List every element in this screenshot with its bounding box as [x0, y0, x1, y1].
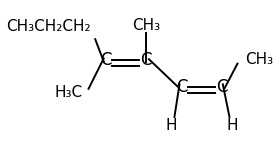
Text: H: H: [165, 118, 177, 133]
Text: CH₃: CH₃: [245, 52, 273, 67]
Text: H₃C: H₃C: [55, 85, 83, 100]
Text: C: C: [100, 51, 112, 69]
Text: CH₃: CH₃: [132, 18, 160, 33]
Text: C: C: [216, 78, 227, 96]
Text: C: C: [140, 51, 151, 69]
Text: H: H: [227, 118, 238, 133]
Text: CH₃CH₂CH₂: CH₃CH₂CH₂: [6, 19, 91, 34]
Text: C: C: [176, 78, 187, 96]
